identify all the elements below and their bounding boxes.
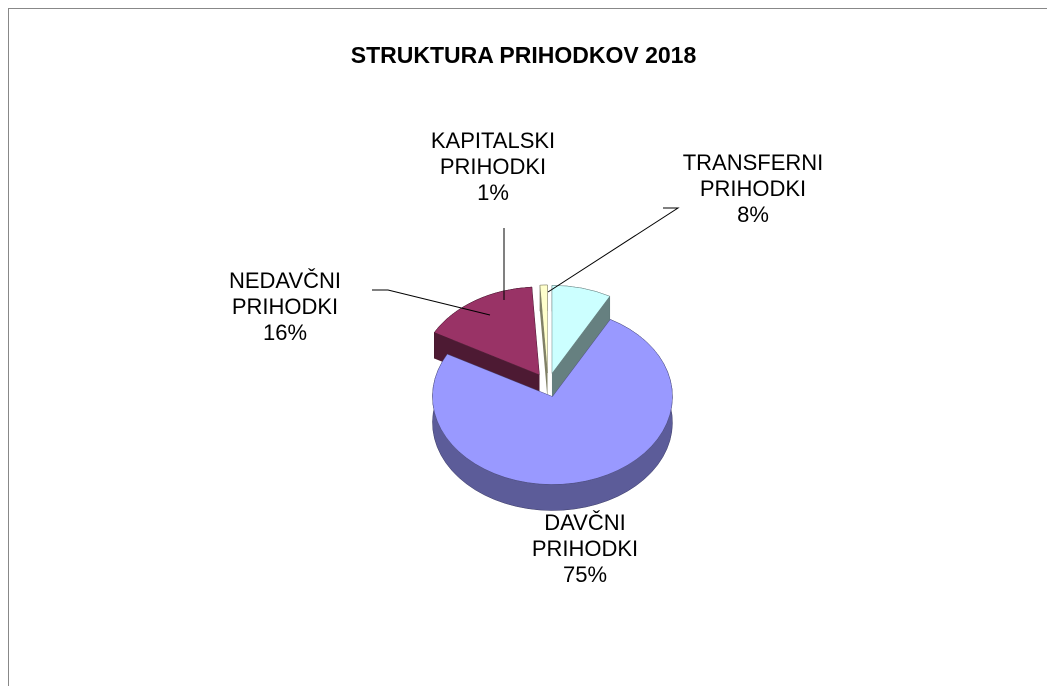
value-label: 75% <box>562 562 608 587</box>
value-label: 1% <box>477 180 509 205</box>
category-label: DAVČNI PRIHODKI <box>531 510 639 561</box>
category-label: NEDAVČNI PRIHODKI <box>228 268 342 319</box>
chart-title: STRUKTURA PRIHODKOV 2018 <box>350 42 697 68</box>
data-label: DAVČNI PRIHODKI 75% <box>495 510 675 588</box>
data-label: TRANSFERNI PRIHODKI 8% <box>663 150 843 228</box>
slice-wall <box>551 296 610 400</box>
frame <box>8 8 1047 686</box>
data-label: KAPITALSKI PRIHODKI 1% <box>403 128 583 206</box>
data-label: NEDAVČNI PRIHODKI 16% <box>195 268 375 346</box>
slice <box>551 285 611 375</box>
category-label: KAPITALSKI PRIHODKI <box>430 128 556 179</box>
slice-wall <box>539 285 548 400</box>
slice <box>539 284 548 374</box>
value-label: 8% <box>737 202 769 227</box>
leader-line <box>372 289 491 316</box>
category-label: TRANSFERNI PRIHODKI <box>682 150 824 201</box>
leaders <box>372 207 680 316</box>
slice <box>432 319 673 485</box>
value-label: 16% <box>262 320 308 345</box>
leader-line <box>547 207 680 293</box>
slice <box>433 286 540 376</box>
pie <box>432 284 673 511</box>
